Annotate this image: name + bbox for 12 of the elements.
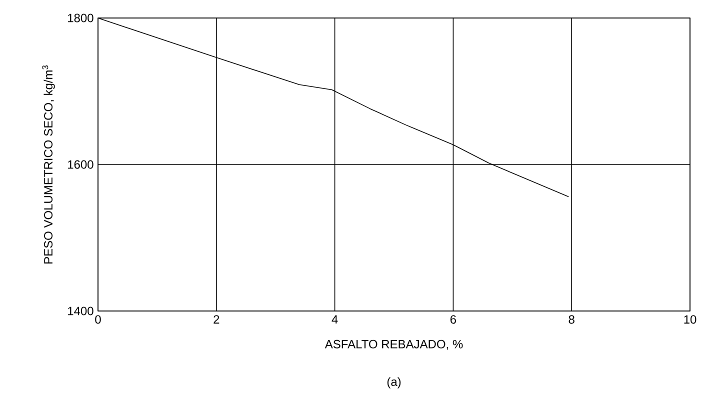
x-tick-label: 2 xyxy=(214,315,220,324)
y-axis-title: PESO VOLUMETRICO SECO, kg/m$^{3}$ xyxy=(42,65,55,264)
x-tick-label: 6 xyxy=(450,315,456,324)
x-tick-label: 10 xyxy=(684,315,696,324)
x-tick-label: 4 xyxy=(332,315,338,324)
x-tick-label: 0 xyxy=(95,315,101,324)
y-tick-label: 1600 xyxy=(68,160,94,169)
y-tick-label: 1800 xyxy=(68,14,94,22)
text: (a) xyxy=(387,377,401,388)
x-axis-title: ASFALTO REBAJADO, % xyxy=(324,340,463,350)
y-tick-label: 1400 xyxy=(68,306,94,316)
x-tick-label: 8 xyxy=(568,315,574,324)
